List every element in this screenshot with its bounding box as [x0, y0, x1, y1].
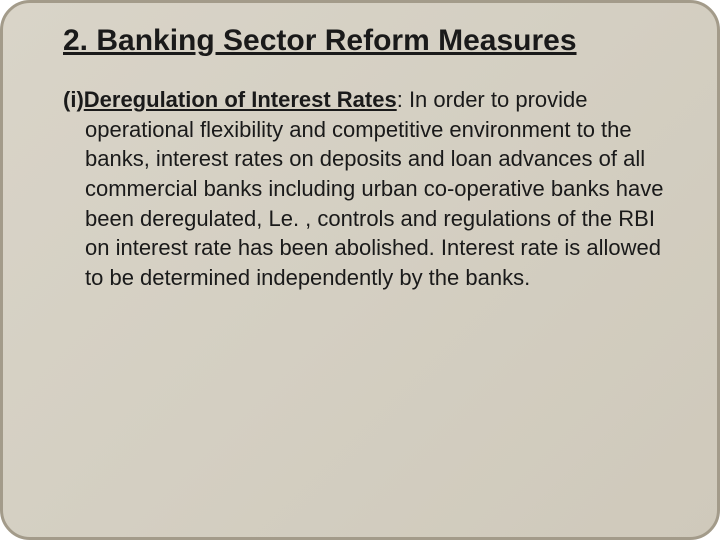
bullet-label: (i)	[63, 87, 84, 112]
subheading: Deregulation of Interest Rates	[84, 87, 397, 112]
slide-container: 2. Banking Sector Reform Measures (i)Der…	[0, 0, 720, 540]
body-text: : In order to provide operational flexib…	[85, 87, 663, 290]
body-paragraph: (i)Deregulation of Interest Rates: In or…	[63, 85, 669, 293]
content-row: (i)Deregulation of Interest Rates: In or…	[63, 85, 669, 293]
slide-title: 2. Banking Sector Reform Measures	[63, 23, 669, 59]
